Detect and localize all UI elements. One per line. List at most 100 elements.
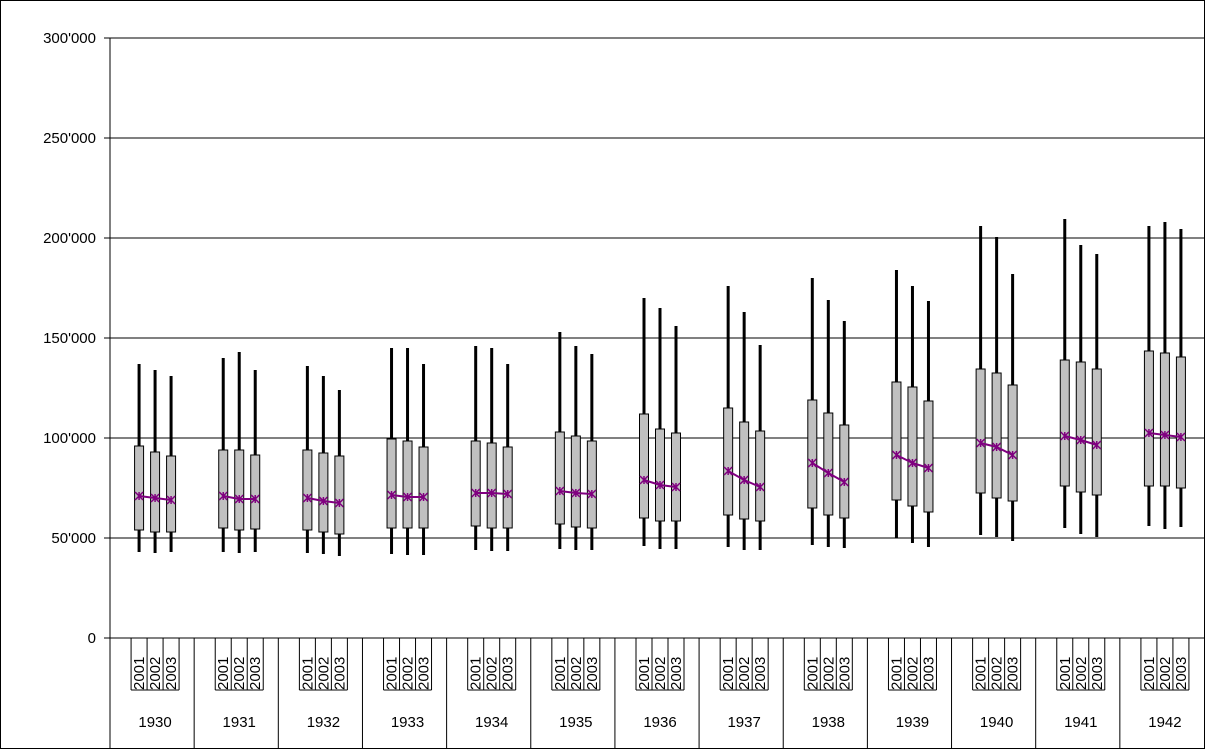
- x-group-label: 1933: [391, 714, 424, 731]
- box: [924, 401, 933, 512]
- box: [387, 439, 396, 528]
- x-sub-label: 2002: [315, 657, 332, 690]
- box: [672, 433, 681, 521]
- box: [724, 408, 733, 515]
- box: [976, 369, 985, 493]
- box: [656, 429, 665, 521]
- x-sub-label: 2003: [247, 657, 264, 690]
- x-sub-label: 2001: [468, 657, 485, 690]
- box: [992, 373, 1001, 498]
- x-sub-label: 2002: [652, 657, 669, 690]
- y-tick-label: 150'000: [43, 330, 96, 347]
- box: [303, 450, 312, 530]
- box: [1144, 351, 1153, 486]
- y-tick-label: 200'000: [43, 230, 96, 247]
- box: [740, 422, 749, 519]
- y-tick-label: 250'000: [43, 130, 96, 147]
- x-sub-label: 2002: [1073, 657, 1090, 690]
- box: [587, 441, 596, 528]
- box: [824, 413, 833, 515]
- x-sub-label: 2003: [500, 657, 517, 690]
- x-sub-label: 2001: [552, 657, 569, 690]
- x-group-label: 1940: [980, 714, 1013, 731]
- x-sub-label: 2001: [384, 657, 401, 690]
- x-sub-label: 2003: [416, 657, 433, 690]
- box: [319, 453, 328, 532]
- x-sub-label: 2001: [888, 657, 905, 690]
- x-sub-label: 2001: [299, 657, 316, 690]
- x-sub-label: 2002: [736, 657, 753, 690]
- x-sub-label: 2002: [147, 657, 164, 690]
- x-sub-label: 2003: [668, 657, 685, 690]
- x-sub-label: 2001: [1141, 657, 1158, 690]
- box: [1160, 353, 1169, 486]
- box: [135, 446, 144, 530]
- box: [235, 450, 244, 530]
- x-sub-label: 2002: [484, 657, 501, 690]
- x-sub-label: 2001: [720, 657, 737, 690]
- x-group-label: 1942: [1148, 714, 1181, 731]
- x-sub-label: 2003: [163, 657, 180, 690]
- box: [1008, 385, 1017, 501]
- x-sub-label: 2001: [636, 657, 653, 690]
- box: [892, 382, 901, 500]
- box: [151, 452, 160, 532]
- box: [640, 414, 649, 518]
- x-group-label: 1931: [223, 714, 256, 731]
- x-sub-label: 2003: [584, 657, 601, 690]
- y-tick-label: 300'000: [43, 30, 96, 47]
- x-group-label: 1934: [475, 714, 508, 731]
- x-sub-label: 2002: [568, 657, 585, 690]
- x-sub-label: 2001: [804, 657, 821, 690]
- x-group-label: 1939: [896, 714, 929, 731]
- x-sub-label: 2003: [1173, 657, 1190, 690]
- box: [908, 387, 917, 506]
- x-sub-label: 2001: [215, 657, 232, 690]
- box: [403, 441, 412, 528]
- x-sub-label: 2003: [1089, 657, 1106, 690]
- x-sub-label: 2001: [973, 657, 990, 690]
- y-tick-label: 50'000: [51, 530, 96, 547]
- box: [219, 450, 228, 528]
- y-tick-label: 100'000: [43, 430, 96, 447]
- box: [1176, 357, 1185, 488]
- x-sub-label: 2003: [752, 657, 769, 690]
- x-sub-label: 2002: [989, 657, 1006, 690]
- x-group-label: 1941: [1064, 714, 1097, 731]
- x-group-label: 1930: [138, 714, 171, 731]
- box: [840, 425, 849, 518]
- box: [503, 447, 512, 528]
- x-sub-label: 2002: [904, 657, 921, 690]
- x-sub-label: 2002: [1157, 657, 1174, 690]
- x-sub-label: 2002: [231, 657, 248, 690]
- box: [1060, 360, 1069, 486]
- x-group-label: 1938: [812, 714, 845, 731]
- box: [335, 456, 344, 534]
- box: [487, 443, 496, 528]
- box: [756, 431, 765, 521]
- x-sub-label: 2001: [131, 657, 148, 690]
- x-sub-label: 2003: [836, 657, 853, 690]
- x-sub-label: 2002: [820, 657, 837, 690]
- x-sub-label: 2003: [920, 657, 937, 690]
- box: [555, 432, 564, 524]
- x-group-label: 1935: [559, 714, 592, 731]
- box: [571, 436, 580, 527]
- box: [1076, 362, 1085, 492]
- box: [251, 455, 260, 529]
- box: [1092, 369, 1101, 495]
- x-sub-label: 2001: [1057, 657, 1074, 690]
- y-tick-label: 0: [88, 630, 96, 647]
- box: [167, 456, 176, 532]
- box: [808, 400, 817, 508]
- x-group-label: 1932: [307, 714, 340, 731]
- x-group-label: 1937: [727, 714, 760, 731]
- x-sub-label: 2003: [1005, 657, 1022, 690]
- box: [419, 447, 428, 528]
- x-sub-label: 2003: [331, 657, 348, 690]
- box: [471, 441, 480, 526]
- x-sub-label: 2002: [400, 657, 417, 690]
